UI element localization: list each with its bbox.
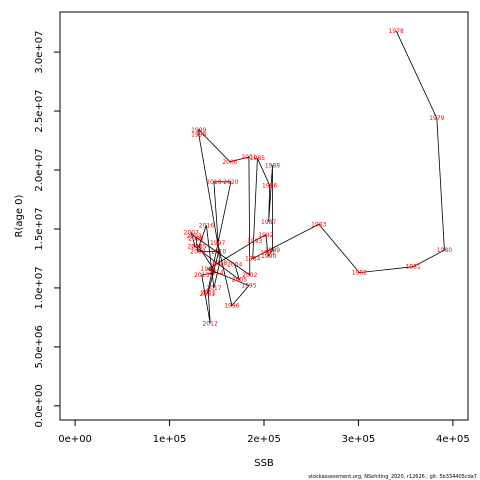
year-label-1979: 1979	[429, 115, 444, 122]
y-tick-label: 3.0e+07	[34, 31, 45, 74]
year-label-1989: 1989	[265, 247, 280, 254]
year-label-2001: 2001	[241, 154, 256, 161]
year-label-2004: 2004	[227, 261, 242, 268]
year-label-2013: 2013	[194, 272, 209, 279]
year-label-1985: 1985	[250, 155, 265, 162]
x-axis-label: SSB	[254, 458, 274, 469]
x-tick-label: 3e+05	[342, 434, 376, 445]
x-tick-label: 2e+05	[247, 434, 281, 445]
x-tick-label: 0e+00	[58, 434, 92, 445]
year-label-1997: 1997	[210, 240, 225, 247]
year-label-2009: 2009	[190, 248, 205, 255]
y-tick-label: 1.5e+07	[34, 207, 45, 250]
year-label-2000: 2000	[222, 159, 237, 166]
y-tick-label: 0.0e+00	[34, 384, 45, 427]
footer-credit: stockassessment.org, NSehiting_2020, r12…	[308, 474, 477, 480]
year-label-2018: 2018	[212, 260, 227, 267]
year-label-2014: 2014	[208, 270, 223, 277]
year-label-1984: 1984	[245, 256, 260, 263]
year-label-2019: 2019	[206, 179, 221, 186]
trajectory-line	[190, 30, 445, 324]
y-axis: 0.0e+00 5.0e+06 1.0e+07 1.5e+07 2.0e+07 2.5e+…	[34, 31, 60, 427]
year-label-1993: 1993	[247, 238, 262, 245]
year-label-1991: 1991	[260, 250, 275, 257]
year-label-2011: 2011	[201, 290, 216, 297]
year-label-1995: 1995	[241, 283, 256, 290]
year-label-1996: 1996	[224, 303, 239, 310]
year-label-2005: 2005	[232, 277, 247, 284]
year-label-1994: 1994	[201, 266, 216, 273]
year-label-2015: 2015	[191, 244, 206, 251]
year-label-2017: 2017	[206, 285, 221, 292]
year-labels: 1978 1979 1980 1981 1982 1983 1984 1985 1986 1987…	[184, 28, 453, 327]
x-tick-label: 1e+05	[153, 434, 187, 445]
year-label-1999: 1999	[191, 127, 206, 134]
y-tick-label: 2.5e+07	[34, 89, 45, 132]
year-label-1981: 1981	[406, 264, 421, 271]
year-label-1982: 1982	[352, 270, 367, 277]
year-label-1986: 1986	[262, 182, 277, 189]
year-label-1983: 1983	[311, 221, 326, 228]
y-axis-label: R(age 0)	[14, 194, 25, 237]
year-label-2003: 2003	[186, 233, 201, 240]
year-label-1978: 1978	[389, 28, 404, 35]
year-label-2010: 2010	[211, 248, 226, 255]
y-tick-label: 5.0e+06	[34, 325, 45, 368]
year-label-2006: 2006	[187, 244, 202, 251]
year-label-2016: 2016	[199, 222, 214, 229]
plot-frame	[59, 11, 469, 421]
year-label-2008: 2008	[188, 235, 203, 242]
year-label-1988: 1988	[265, 162, 280, 169]
x-axis: 0e+00 1e+05 2e+05 3e+05 4e+05	[58, 420, 470, 445]
year-label-2007: 2007	[184, 230, 199, 237]
y-tick-label: 1.0e+07	[34, 266, 45, 309]
year-label-1992: 1992	[258, 232, 273, 239]
x-tick-label: 4e+05	[436, 434, 470, 445]
year-label-2012: 2012	[203, 320, 218, 327]
year-label-1987: 1987	[261, 219, 276, 226]
year-label-2021: 2021	[200, 291, 215, 298]
y-tick-label: 2.0e+07	[34, 148, 45, 191]
year-label-1990: 1990	[261, 253, 276, 260]
year-label-1998: 1998	[191, 132, 206, 139]
year-label-2002: 2002	[242, 272, 257, 279]
year-label-1980: 1980	[437, 247, 452, 254]
year-label-2020: 2020	[223, 179, 238, 186]
